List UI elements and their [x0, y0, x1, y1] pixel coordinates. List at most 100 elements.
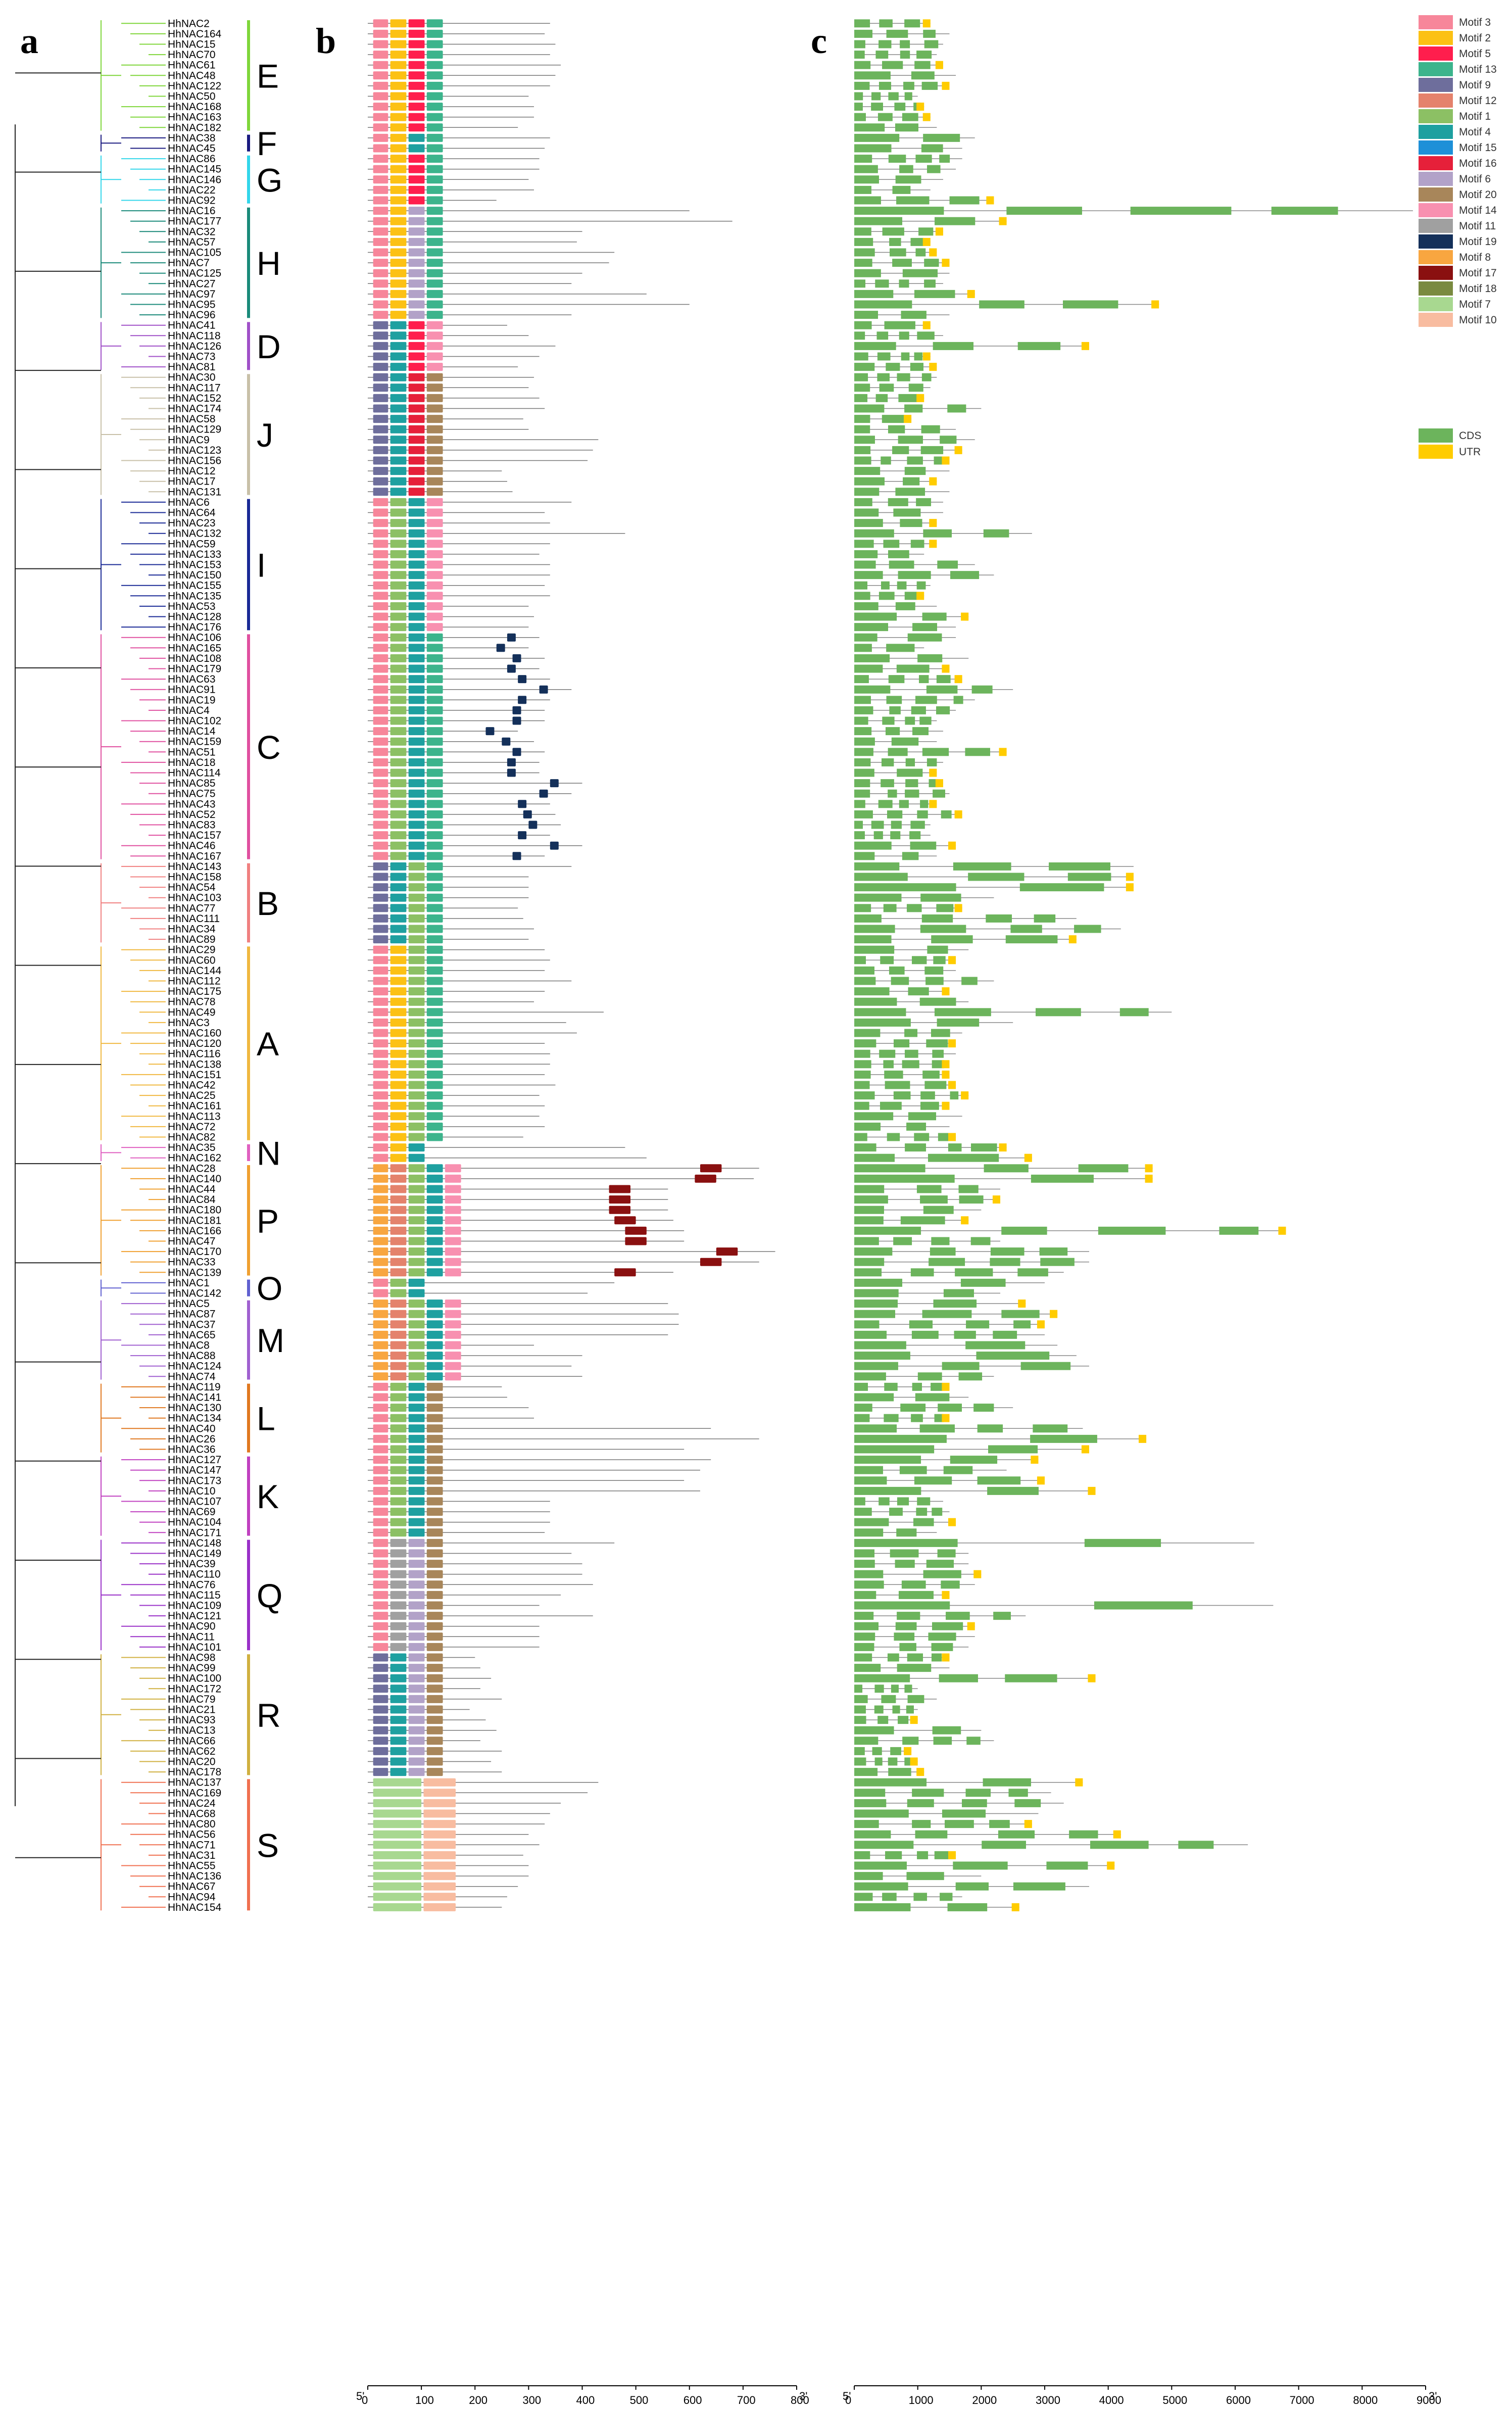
cds-block [947, 404, 966, 413]
motif-box [408, 1081, 425, 1089]
cds-block [854, 456, 871, 465]
motif-box [408, 696, 425, 704]
utr-block [948, 1133, 956, 1141]
motif-box [445, 1310, 461, 1318]
motif-box [390, 1018, 407, 1027]
motif-box [408, 248, 425, 257]
gene-label: HhNAC132 [168, 528, 221, 540]
motif-box [373, 904, 388, 912]
cds-block [924, 966, 944, 975]
motif-box [373, 1434, 388, 1443]
cds-block [854, 227, 871, 236]
cds-block [928, 1153, 999, 1162]
motif-box [408, 1372, 425, 1381]
cds-block [924, 279, 936, 288]
cds-block [854, 904, 871, 912]
cds-block [904, 19, 920, 28]
motif-box [408, 852, 425, 860]
cds-block [898, 436, 923, 444]
gene-label: HhNAC8 [168, 1340, 210, 1352]
cds-block [970, 1143, 997, 1152]
motif-box [390, 40, 407, 49]
motif-box [426, 404, 443, 413]
group-label: A [257, 1025, 279, 1063]
motif-box [373, 1893, 422, 1901]
gene-label: HhNAC74 [168, 1371, 216, 1382]
motif-box [512, 748, 521, 756]
cds-block [911, 956, 927, 965]
motif-box [408, 1174, 425, 1183]
motif-box [426, 425, 443, 433]
motif-box [390, 862, 407, 871]
motif-box [426, 1216, 443, 1225]
cds-block [919, 675, 929, 684]
gene-label: HhNAC82 [168, 1132, 216, 1143]
motif-box [373, 977, 388, 985]
cds-block [854, 841, 892, 850]
cds-block [993, 1330, 1017, 1339]
motif-box [426, 477, 443, 486]
motif-box [390, 1174, 407, 1183]
cds-block [871, 821, 884, 829]
motif-box [518, 831, 527, 840]
utr-block [1068, 935, 1077, 944]
motif-box [408, 1538, 425, 1547]
motif-box [373, 716, 388, 725]
motif-box [426, 1538, 443, 1547]
motif-box [390, 1757, 407, 1766]
motif-box [390, 748, 407, 756]
cds-block [854, 977, 876, 985]
motif-box [512, 654, 521, 662]
motif-box [426, 519, 443, 527]
motif-box [390, 1674, 407, 1682]
cds-block [905, 779, 918, 788]
gene-label: HhNAC118 [168, 330, 221, 342]
motif-box [408, 300, 425, 309]
motif-box [373, 1226, 388, 1235]
cds-block [911, 1330, 939, 1339]
gene-label: HhNAC63 [168, 673, 216, 685]
motif-box [373, 1872, 422, 1881]
cds-block [885, 727, 900, 736]
motif-box [426, 841, 443, 850]
motif-box [390, 529, 407, 538]
motif-box [426, 300, 443, 309]
utr-block [942, 987, 950, 996]
motif-box [408, 883, 425, 892]
motif-box [373, 768, 388, 777]
motif-box [373, 425, 388, 433]
cds-block [854, 29, 873, 38]
cds-block [887, 1653, 899, 1662]
motif-box [423, 1841, 456, 1849]
cds-block [890, 831, 901, 840]
motif-box [408, 873, 425, 881]
cds-block [884, 1382, 898, 1391]
gene-label: HhNAC172 [168, 1683, 221, 1695]
cds-block [906, 1705, 914, 1714]
motif-box [390, 1320, 407, 1329]
motif-box [373, 664, 388, 673]
motif-box [373, 508, 388, 517]
motif-box [408, 383, 425, 392]
gene-label: HhNAC115 [168, 1589, 221, 1601]
cds-block [937, 1549, 956, 1558]
cds-block [854, 1039, 876, 1048]
cds-block [904, 467, 926, 475]
utr-block [948, 1851, 956, 1859]
motif-box [408, 1153, 425, 1162]
motif-box [408, 654, 425, 662]
cds-block [854, 696, 871, 704]
cds-block [854, 800, 865, 808]
cds-block [929, 1258, 965, 1266]
utr-block [922, 113, 931, 121]
gene-label: HhNAC179 [168, 663, 221, 675]
motif-box [408, 61, 425, 69]
legend-swatch [1419, 445, 1453, 459]
cds-block [854, 498, 872, 506]
motif-box [373, 1466, 388, 1474]
motif-box [408, 925, 425, 933]
cds-block [899, 1466, 927, 1474]
cds-block [889, 560, 914, 569]
motif-box [390, 1049, 407, 1058]
cds-block [910, 821, 925, 829]
